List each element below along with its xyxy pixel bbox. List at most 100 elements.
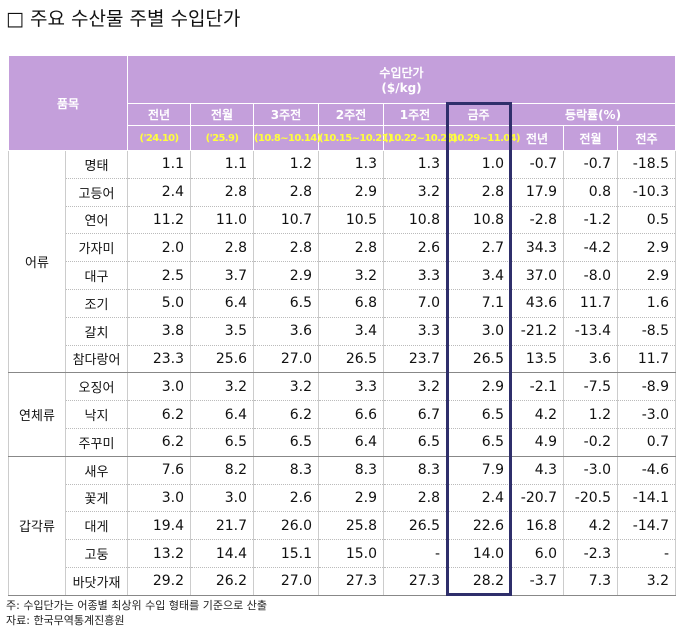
value-cell: 1.0 (446, 150, 511, 179)
value-cell: 4.3 (510, 456, 564, 485)
value-cell: 6.5 (253, 289, 319, 318)
value-cell: 2.8 (318, 233, 384, 263)
value-cell: -2.8 (510, 206, 564, 235)
value-cell: 6.5 (446, 400, 511, 429)
value-cell: 3.2 (616, 567, 677, 596)
value-cell: - (383, 539, 447, 568)
value-cell: - (616, 539, 677, 568)
value-cell: 2.8 (383, 484, 447, 513)
data-row: 갑각류 새우 7.6 8.2 8.3 8.3 8.3 7.9 4.3 -3.0 -4.6 (8, 456, 677, 596)
unit-title: 수입단가 (379, 66, 424, 80)
value-cell: -14.1 (616, 484, 677, 513)
value-cell: 1.6 (616, 289, 677, 318)
value-cell: 2.6 (253, 484, 319, 513)
value-cell: 2.9 (318, 178, 384, 207)
item-header: 품목 (8, 55, 128, 151)
item-name: 바닷가재 (65, 567, 128, 596)
value-cell: 11.7 (616, 345, 677, 374)
value-cell: 22.6 (446, 511, 511, 541)
data-row: 꽃게 3.0 3.0 2.6 2.9 2.8 2.4 -20.7 -20.5 -14.1 (9, 484, 677, 513)
value-cell: 25.6 (190, 345, 254, 374)
value-cell: -0.7 (510, 150, 564, 179)
value-cell: 6.4 (318, 428, 384, 457)
value-cell: 26.5 (446, 345, 511, 374)
header-row: 전년 전월 3주전 2주전 1주전 금주 등락률(%) (9, 103, 677, 126)
value-cell: 2.8 (190, 178, 254, 207)
value-cell: 2.0 (127, 233, 191, 263)
value-cell: 7.0 (383, 289, 447, 318)
value-cell: -0.2 (563, 428, 618, 457)
period-range rng: ('24.10) (127, 125, 191, 151)
value-cell: 6.4 (190, 289, 254, 318)
value-cell: 2.8 (253, 233, 319, 263)
value-cell: 21.7 (190, 511, 254, 541)
value-cell: 26.5 (318, 345, 384, 374)
value-cell: -13.4 (563, 317, 618, 346)
value-cell: 3.4 (318, 317, 384, 346)
value-cell: 6.5 (383, 428, 447, 457)
value-cell: 19.4 (127, 511, 191, 541)
value-cell: -4.6 (616, 456, 677, 485)
value-cell: -3.0 (563, 456, 618, 485)
value-cell: 0.8 (563, 178, 618, 207)
item-name: 가자미 (65, 233, 128, 263)
value-cell: -20.5 (563, 484, 618, 513)
item-name: 고등어 (65, 178, 128, 207)
value-cell: 6.2 (127, 400, 191, 429)
value-cell: -1.2 (563, 206, 618, 235)
period-name: 3주전 (253, 103, 319, 126)
header-row: 품목 수입단가 ($/kg) (8, 55, 677, 151)
value-cell: 2.4 (127, 178, 191, 207)
value-cell: 1.3 (383, 150, 447, 179)
value-cell: 29.2 (127, 567, 191, 596)
value-cell: 3.0 (127, 372, 191, 402)
value-cell: 3.0 (127, 484, 191, 513)
item-name: 주꾸미 (65, 428, 128, 457)
item-name: 명태 (65, 150, 128, 179)
value-cell: 7.3 (563, 567, 618, 596)
value-cell: -10.3 (616, 178, 677, 207)
value-cell: 11.2 (127, 206, 191, 235)
value-cell: 1.2 (253, 150, 319, 179)
data-row: 낙지 6.2 6.4 6.2 6.6 6.7 6.5 4.2 1.2 -3.0 (9, 400, 677, 429)
data-row: 대게 19.4 21.7 26.0 25.8 26.5 22.6 16.8 4.2 -14.7 (9, 511, 677, 541)
highlight-box (445, 101, 512, 597)
value-cell: 6.5 (446, 428, 511, 457)
value-cell: 8.3 (253, 456, 319, 485)
value-cell: 37.0 (510, 261, 564, 290)
value-cell: 6.0 (510, 539, 564, 568)
data-row: 연체류 오징어 3.0 3.2 3.2 3.3 3.2 2.9 -2.1 -7.5 -8.9 (8, 372, 677, 457)
value-cell: 3.0 (190, 484, 254, 513)
value-cell: 11.7 (563, 289, 618, 318)
value-cell: 8.3 (383, 456, 447, 485)
value-cell: -3.7 (510, 567, 564, 596)
value-cell: 0.5 (616, 206, 677, 235)
value-cell: 34.3 (510, 233, 564, 263)
value-cell: 2.8 (190, 233, 254, 263)
value-cell: 4.2 (563, 511, 618, 541)
value-cell: 23.3 (127, 345, 191, 374)
period-range rng: (10.22~10.28) (383, 125, 458, 151)
value-cell: 11.0 (190, 206, 254, 235)
change-col: 전월 (563, 125, 618, 151)
data-row: 가자미 2.0 2.8 2.8 2.8 2.6 2.7 34.3 -4.2 2.9 (9, 233, 677, 263)
period-range rng: (10.8~10.14) (253, 125, 321, 151)
value-cell: 1.2 (563, 400, 618, 429)
value-cell: -8.9 (616, 372, 677, 402)
value-cell: 6.5 (253, 428, 319, 457)
item-name: 고둥 (65, 539, 128, 568)
value-cell: 6.4 (190, 400, 254, 429)
data-row: 주꾸미 6.2 6.5 6.5 6.4 6.5 6.5 4.9 -0.2 0.7 (9, 428, 677, 457)
value-cell: 0.7 (616, 428, 677, 457)
value-cell: 2.6 (383, 233, 447, 263)
data-row: 갈치 3.8 3.5 3.6 3.4 3.3 3.0 -21.2 -13.4 -8.5 (9, 317, 677, 346)
value-cell: 8.3 (318, 456, 384, 485)
value-cell: 26.0 (253, 511, 319, 541)
value-cell: 4.2 (510, 400, 564, 429)
value-cell: -3.0 (616, 400, 677, 429)
value-cell: 23.7 (383, 345, 447, 374)
note: 주: 수입단가는 어종별 최상위 수입 형태를 기준으로 산출 (6, 599, 267, 612)
value-cell: 3.2 (253, 372, 319, 402)
value-cell: 10.5 (318, 206, 384, 235)
